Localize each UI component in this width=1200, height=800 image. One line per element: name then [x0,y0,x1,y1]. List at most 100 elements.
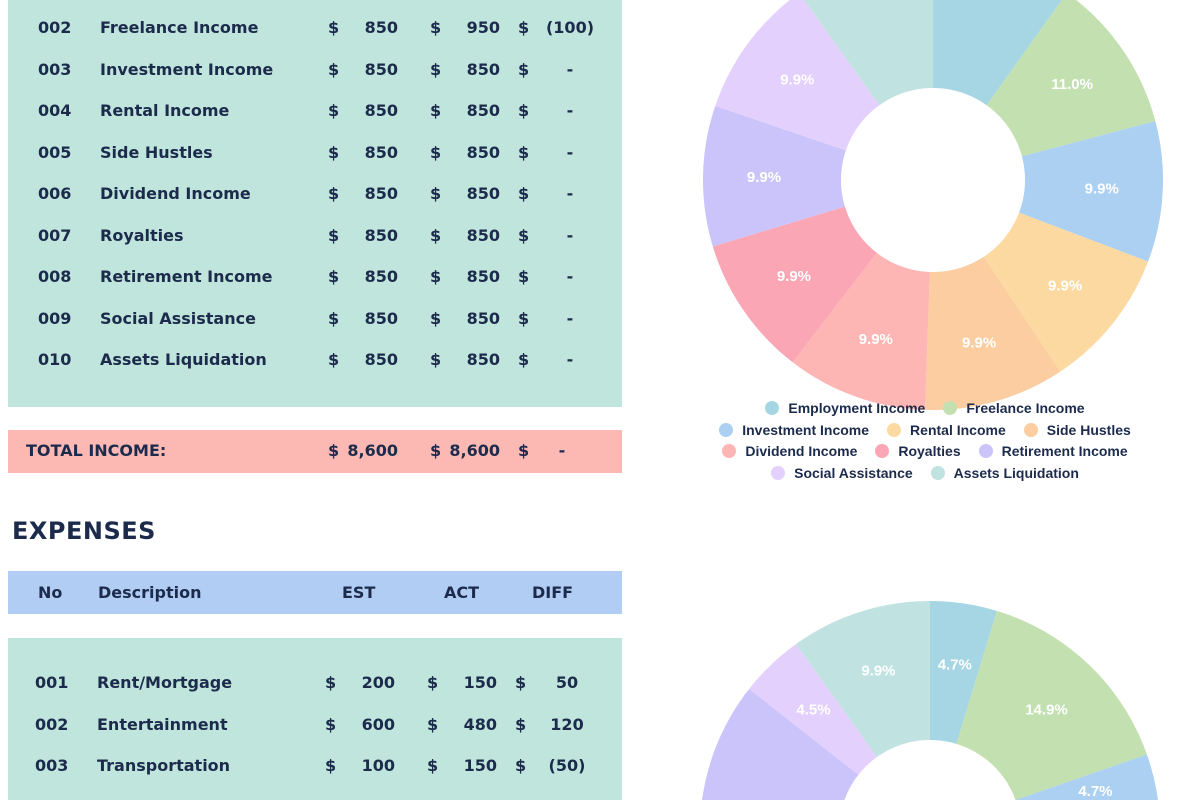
currency: $ [518,59,530,79]
legend-label: Employment Income [788,400,926,416]
currency: $ [427,673,439,692]
act-value: 150 [463,756,497,775]
slice-data-label: 4.5% [796,701,830,718]
row-number: 004 [38,101,72,120]
est-value: 850 [364,225,398,245]
legend-label: Freelance Income [966,400,1085,416]
legend-swatch-icon [978,444,993,458]
slice-data-label: 14.9% [1025,701,1068,718]
currency: $ [430,59,442,79]
table-row: 004 Rental Income $850 $850 $ - [0,101,630,125]
income-table-panel [8,0,622,407]
currency: $ [518,184,530,203]
diff-value: - [566,101,574,120]
currency: $ [427,756,439,775]
est-value: 850 [364,350,398,369]
table-row: 009 Social Assistance $850 $850 $ - [0,309,630,333]
legend-label: Rental Income [910,421,1006,438]
slice-data-label: 9.9% [1085,181,1119,198]
row-description: Assets Liquidation [100,350,267,369]
legend-swatch-icon [943,401,958,415]
est-value: 600 [361,714,395,734]
expenses-header-row: No Description EST ACT DIFF [8,571,622,614]
slice-data-label: 9.9% [859,331,893,348]
act-value: 850 [466,59,500,79]
diff-value: (100) [545,18,595,37]
currency: $ [328,18,340,37]
slice-data-label: 9.9% [1048,277,1082,294]
currency: $ [328,101,340,120]
row-number: 006 [38,184,72,203]
act-value: 150 [463,673,497,692]
legend-swatch-icon [722,444,737,458]
est-value: 850 [364,184,398,203]
donut-slice [1019,121,1163,262]
currency: $ [518,225,530,245]
currency: $ [518,308,530,328]
table-row: 010 Assets Liquidation $850 $850 $ - [0,350,630,374]
est-value: 850 [364,142,398,162]
currency: $ [430,308,442,328]
legend-label: Assets Liquidation [953,464,1079,481]
legend-label: Investment Income [742,421,870,438]
est-value: 850 [364,101,398,120]
currency: $ [518,18,530,37]
donut-slice [930,601,997,744]
row-number: 001 [35,673,69,692]
table-row: 008 Retirement Income $850 $850 $ - [0,267,630,291]
donut-slice [804,0,933,106]
est-value: 850 [364,308,398,328]
legend-item: Freelance Income [943,398,1085,420]
donut-slice [749,644,877,775]
currency: $ [518,350,530,369]
legend-swatch-icon [771,465,786,480]
slice-data-label: 4.7% [938,656,972,673]
slice-data-label: 9.9% [962,335,996,352]
legend-item: Investment Income [719,420,869,442]
legend-swatch-icon [719,422,734,437]
currency: $ [430,184,442,203]
currency: $ [328,350,340,369]
table-row: 003 Investment Income $850 $850 $ - [0,60,630,84]
legend-label: Social Assistance [794,464,913,481]
diff-value: (50) [548,756,586,775]
legend-item: Assets Liquidation [930,463,1079,485]
donut-slice [796,601,930,757]
row-description: Rent/Mortgage [97,673,233,692]
currency: $ [515,714,527,734]
legend-swatch-icon [1023,422,1038,437]
total-act: 8,600 [449,441,500,460]
row-description: Entertainment [97,714,228,734]
est-value: 850 [364,59,398,79]
row-description: Retirement Income [100,267,273,286]
currency: $ [518,441,530,460]
row-number: 008 [38,267,72,286]
row-description: Investment Income [100,59,274,79]
currency: $ [325,756,337,775]
legend-swatch-icon [930,465,945,480]
total-diff: - [558,441,566,460]
slice-data-label: 9.9% [780,71,814,88]
act-value: 850 [466,184,500,203]
legend-swatch-icon [765,401,780,415]
currency: $ [430,267,442,286]
legend-item: Dividend Income [722,441,857,463]
est-value: 850 [364,267,398,286]
row-description: Transportation [97,756,231,775]
act-value: 850 [466,350,500,369]
row-number: 007 [38,225,72,245]
currency: $ [518,142,530,162]
diff-value: - [566,142,574,162]
legend-label: Side Hustles [1046,421,1131,438]
slice-data-label: 4.7% [1078,783,1112,800]
act-value: 850 [466,308,500,328]
currency: $ [328,267,340,286]
total-label: TOTAL INCOME: [26,441,167,460]
legend-swatch-icon [887,422,902,437]
diff-value: - [566,184,574,203]
table-row: 003 Transportation $100 $150 $ (50) [0,756,627,780]
total-est: 8,600 [347,441,398,460]
currency: $ [515,673,527,692]
legend-label: Royalties [898,443,961,459]
act-value: 480 [463,714,497,734]
